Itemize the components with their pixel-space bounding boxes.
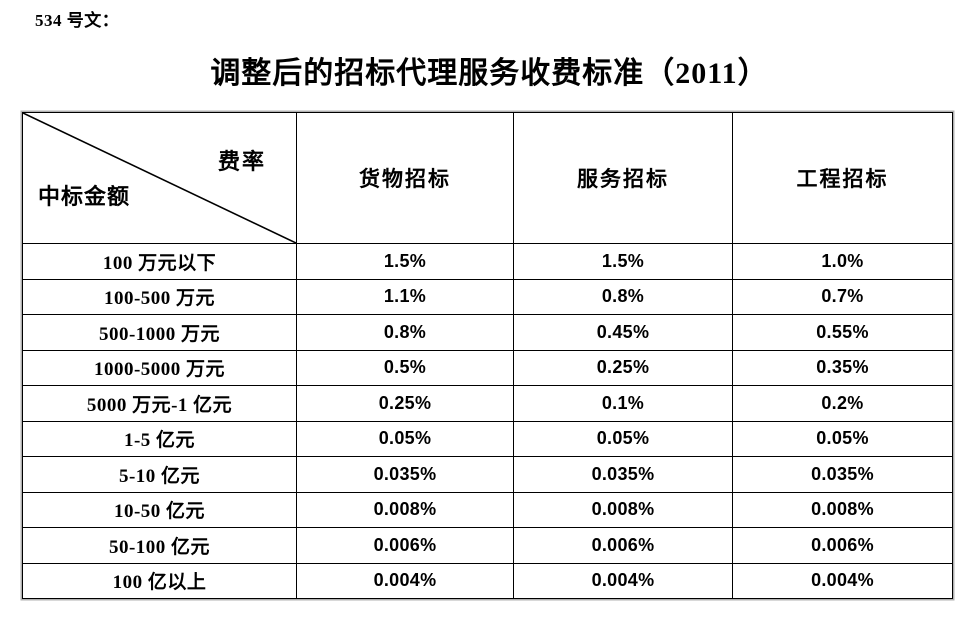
fee-rate-cell: 0.05%: [732, 420, 953, 457]
fee-rate-cell: 0.035%: [513, 456, 733, 493]
table-row: 5-10 亿元 0.035% 0.035% 0.035%: [22, 456, 953, 493]
fee-rate-cell: 0.006%: [296, 527, 514, 564]
table-row: 100 万元以下 1.5% 1.5% 1.0%: [22, 243, 953, 280]
table-row: 100-500 万元 1.1% 0.8% 0.7%: [22, 278, 953, 315]
table-row: 500-1000 万元 0.8% 0.45% 0.55%: [22, 314, 953, 351]
row-label-amount-range: 500-1000 万元: [22, 314, 297, 351]
column-header-goods-bidding: 货物招标: [296, 112, 514, 244]
fee-rate-cell: 0.004%: [296, 562, 514, 599]
fee-rate-cell: 0.25%: [296, 385, 514, 422]
fee-rate-cell: 1.0%: [732, 243, 953, 280]
page-title: 调整后的招标代理服务收费标准（2011）: [210, 57, 769, 90]
fee-rate-cell: 0.006%: [732, 527, 953, 564]
row-label-amount-range: 100 万元以下: [22, 243, 297, 280]
fee-rate-cell: 0.05%: [513, 420, 733, 457]
fee-rate-cell: 0.004%: [732, 562, 953, 599]
fee-rate-cell: 0.05%: [296, 420, 514, 457]
fee-rate-cell: 0.1%: [513, 385, 733, 422]
row-label-amount-range: 100 亿以上: [22, 562, 297, 599]
fee-rate-cell: 0.8%: [296, 314, 514, 351]
corner-label-bid-amount: 中标金额: [38, 184, 131, 209]
row-label-amount-range: 5000 万元-1 亿元: [22, 385, 297, 422]
fee-rate-cell: 0.004%: [513, 562, 733, 599]
fee-rate-cell: 1.5%: [513, 243, 733, 280]
table-row: 1000-5000 万元 0.5% 0.25% 0.35%: [22, 349, 953, 386]
fee-rate-cell: 0.45%: [513, 314, 733, 351]
fee-rate-cell: 0.2%: [732, 385, 953, 422]
header-row: 费率 中标金额 货物招标 服务招标 工程招标: [22, 112, 953, 244]
fee-rate-cell: 0.035%: [296, 456, 514, 493]
fee-rate-cell: 0.8%: [513, 278, 733, 315]
row-label-amount-range: 10-50 亿元: [22, 491, 297, 528]
column-header-service-bidding: 服务招标: [513, 112, 733, 244]
fee-rate-cell: 0.55%: [732, 314, 953, 351]
row-label-amount-range: 1000-5000 万元: [22, 349, 297, 386]
fee-rate-cell: 0.008%: [732, 491, 953, 528]
row-label-amount-range: 5-10 亿元: [22, 456, 297, 493]
fee-table-header: 费率 中标金额 货物招标 服务招标 工程招标: [22, 112, 953, 244]
fee-rate-cell: 1.1%: [296, 278, 514, 315]
fee-rate-cell: 0.7%: [732, 278, 953, 315]
table-row: 5000 万元-1 亿元 0.25% 0.1% 0.2%: [22, 385, 953, 422]
fee-table-body: 100 万元以下 1.5% 1.5% 1.0% 100-500 万元 1.1% 0.8% 0.…: [22, 243, 953, 599]
fee-rate-cell: 0.35%: [732, 349, 953, 386]
diagonal-line: [23, 113, 296, 243]
diagonal-corner-cell: 费率 中标金额: [22, 112, 297, 244]
fee-rate-cell: 0.008%: [296, 491, 514, 528]
row-label-amount-range: 100-500 万元: [22, 278, 297, 315]
fee-rate-cell: 0.008%: [513, 491, 733, 528]
doc-number-label: 534 号文：: [35, 11, 120, 30]
corner-label-fee-rate: 费率: [217, 149, 266, 174]
fee-rate-cell: 0.006%: [513, 527, 733, 564]
fee-rate-table: 费率 中标金额 货物招标 服务招标 工程招标 100 万元以下 1.5% 1.5% 1…: [22, 112, 953, 599]
table-row: 100 亿以上 0.004% 0.004% 0.004%: [22, 562, 953, 599]
column-header-engineering-bidding: 工程招标: [732, 112, 953, 244]
fee-rate-cell: 0.25%: [513, 349, 733, 386]
fee-rate-cell: 0.035%: [732, 456, 953, 493]
table-row: 1-5 亿元 0.05% 0.05% 0.05%: [22, 420, 953, 457]
table-row: 50-100 亿元 0.006% 0.006% 0.006%: [22, 527, 953, 564]
fee-rate-cell: 0.5%: [296, 349, 514, 386]
table-row: 10-50 亿元 0.008% 0.008% 0.008%: [22, 491, 953, 528]
row-label-amount-range: 50-100 亿元: [22, 527, 297, 564]
fee-rate-cell: 1.5%: [296, 243, 514, 280]
row-label-amount-range: 1-5 亿元: [22, 420, 297, 457]
